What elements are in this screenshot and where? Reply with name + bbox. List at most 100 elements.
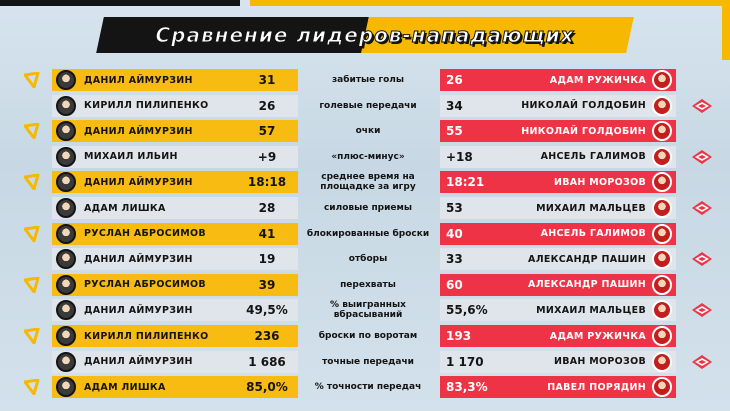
spartak-logo-icon xyxy=(692,98,712,113)
metric-label: забитые голы xyxy=(331,75,405,85)
top-frame-yellow xyxy=(250,0,730,6)
metric-label: перехваты xyxy=(340,279,396,290)
player-avatar xyxy=(652,95,672,116)
stat-row: Адам Лишка 28 силовые приемы 53 Михаил Мальц… xyxy=(0,197,730,219)
right-player-name: Иван Морозов xyxy=(553,356,646,368)
player-avatar xyxy=(652,70,672,90)
left-player-bar: Данил Аймурзин 19 xyxy=(52,248,298,271)
right-player-name: Адам Ружичка xyxy=(549,330,646,342)
right-player-bar: 26 Адам Ружичка xyxy=(440,69,676,91)
right-player-name: Александр Пашин xyxy=(528,253,646,265)
right-stat-value: 193 xyxy=(446,329,472,343)
player-avatar xyxy=(56,326,76,346)
left-player-bar: Адам Лишка 85,0% xyxy=(52,376,298,399)
right-player-bar: 60 Александр Пашин xyxy=(440,273,676,296)
left-player-name: Данил Аймурзин xyxy=(84,176,193,188)
spartak-logo-icon xyxy=(692,303,712,318)
right-player-name: Ансель Галимов xyxy=(540,151,646,163)
right-player-name: Павел Порядин xyxy=(547,381,646,393)
left-stat-value: 26 xyxy=(258,98,276,113)
player-avatar xyxy=(652,121,672,142)
yellow-chevron-icon xyxy=(24,123,40,140)
left-stat-value: 57 xyxy=(258,124,276,139)
metric-label: «плюс-минус» xyxy=(331,151,405,162)
left-player-bar: Данил Аймурзин 1 686 xyxy=(52,350,298,373)
spartak-logo-icon xyxy=(692,252,712,267)
left-stat-value: 31 xyxy=(258,73,276,87)
metric-label: точные передачи xyxy=(322,356,414,367)
left-stat-value: 49,5% xyxy=(246,303,288,318)
left-stat-value: 236 xyxy=(254,329,280,343)
stat-row: Данил Аймурзин 57 очки 55 Николай Голдобин xyxy=(0,120,730,143)
metric-label: отборы xyxy=(348,254,388,265)
metric-label: броски по воротам xyxy=(318,331,418,341)
right-stat-value: 83,3% xyxy=(446,380,488,395)
player-avatar xyxy=(652,172,672,193)
player-avatar xyxy=(56,223,76,244)
right-stat-value: 55,6% xyxy=(446,303,488,318)
yellow-chevron-icon xyxy=(24,328,40,344)
stat-row: Данил Аймурзин 19 отборы 33 Александр Пашин xyxy=(0,248,730,271)
left-player-name: Данил Аймурзин xyxy=(84,125,193,137)
player-avatar xyxy=(56,198,76,218)
left-player-bar: Данил Аймурзин 31 xyxy=(52,69,298,91)
yellow-chevron-icon xyxy=(24,379,40,396)
player-avatar xyxy=(56,377,76,398)
right-player-bar: 193 Адам Ружичка xyxy=(440,325,676,347)
left-player-name: Кирилл Пилипенко xyxy=(84,330,209,342)
right-player-name: Александр Пашин xyxy=(528,279,646,291)
player-avatar xyxy=(56,172,76,193)
stat-row: Данил Аймурзин 18:18 среднее время на площ… xyxy=(0,171,730,194)
stat-row: Михаил Ильин +9 «плюс-минус» +18 Ансель Гали… xyxy=(0,145,730,168)
right-player-name: Иван Морозов xyxy=(553,176,646,188)
right-player-bar: +18 Ансель Галимов xyxy=(440,145,676,168)
right-stat-value: 26 xyxy=(446,73,463,87)
player-avatar xyxy=(652,198,672,218)
right-stat-value: 40 xyxy=(446,226,463,241)
right-stat-value: 1 170 xyxy=(446,354,484,369)
right-stat-value: 55 xyxy=(446,124,463,139)
spartak-logo-icon xyxy=(692,149,712,164)
right-stat-value: +18 xyxy=(446,149,473,164)
right-player-bar: 34 Николай Голдобин xyxy=(440,94,676,117)
right-player-name: Михаил Мальцев xyxy=(536,304,646,316)
left-stat-value: +9 xyxy=(257,149,277,164)
right-player-name: Николай Голдобин xyxy=(521,100,646,112)
left-player-name: Данил Аймурзин xyxy=(84,304,193,316)
left-player-bar: Данил Аймурзин 57 xyxy=(52,120,298,143)
stat-row: Данил Аймурзин 49,5% % выигранных вбрасыва… xyxy=(0,299,730,322)
page-title: Сравнение лидеров-нападающих xyxy=(155,23,575,48)
left-player-bar: Данил Аймурзин 49,5% xyxy=(52,299,298,322)
right-stat-value: 34 xyxy=(446,98,463,113)
right-player-name: Николай Голдобин xyxy=(521,125,646,137)
right-player-bar: 55 Николай Голдобин xyxy=(440,120,676,143)
player-avatar xyxy=(652,223,672,244)
right-player-name: Адам Ружичка xyxy=(549,74,646,86)
metric-label: среднее время на площадке за игру xyxy=(320,172,416,193)
metric-label: % точности передач xyxy=(314,382,422,393)
left-player-bar: Кирилл Пилипенко 26 xyxy=(52,94,298,117)
stat-row: Кирилл Пилипенко 236 броски по воротам 193 А… xyxy=(0,325,730,347)
player-avatar xyxy=(652,300,672,321)
right-player-bar: 1 170 Иван Морозов xyxy=(440,350,676,373)
player-avatar xyxy=(56,121,76,142)
right-player-bar: 40 Ансель Галимов xyxy=(440,222,676,245)
left-player-name: Михаил Ильин xyxy=(84,151,178,163)
right-stat-value: 53 xyxy=(446,201,463,215)
player-avatar xyxy=(652,249,672,270)
left-player-bar: Руслан Абросимов 39 xyxy=(52,273,298,296)
left-player-bar: Данил Аймурзин 18:18 xyxy=(52,171,298,194)
left-player-name: Адам Лишка xyxy=(84,381,166,393)
left-stat-value: 39 xyxy=(258,277,276,292)
player-avatar xyxy=(56,249,76,270)
player-avatar xyxy=(56,70,76,90)
left-stat-value: 41 xyxy=(258,226,276,241)
metric-label: голевые передачи xyxy=(319,100,417,111)
left-player-bar: Кирилл Пилипенко 236 xyxy=(52,325,298,347)
left-player-name: Данил Аймурзин xyxy=(84,74,193,86)
stat-row: Руслан Абросимов 39 перехваты 60 Александр П… xyxy=(0,273,730,296)
stat-row: Адам Лишка 85,0% % точности передач 83,3% Па… xyxy=(0,376,730,399)
right-player-name: Михаил Мальцев xyxy=(536,202,646,214)
left-stat-value: 1 686 xyxy=(248,354,286,369)
player-avatar xyxy=(56,146,76,167)
